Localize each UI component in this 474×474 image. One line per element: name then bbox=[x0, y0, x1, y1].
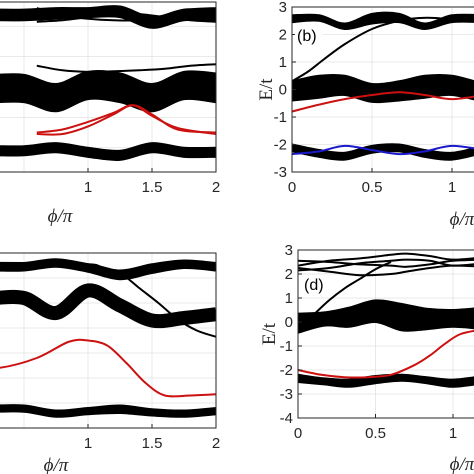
y-tick-label: -2 bbox=[280, 362, 293, 379]
edge-state-red-1 bbox=[0, 338, 216, 398]
x-tick-label: 2 bbox=[212, 435, 220, 452]
panel-label-bg bbox=[302, 275, 330, 295]
state-line-0 bbox=[292, 16, 474, 83]
edge-state-blue-2 bbox=[292, 144, 474, 156]
plot-area bbox=[0, 258, 216, 418]
y-axis-label: E/t bbox=[256, 78, 277, 101]
x-axis-label: ϕ/π bbox=[44, 455, 69, 474]
y-tick-label: 2 bbox=[285, 266, 293, 283]
state-line-0 bbox=[36, 7, 216, 22]
x-tick-label: 1 bbox=[84, 435, 92, 452]
plot-area bbox=[0, 5, 216, 161]
y-tick-label: -4 bbox=[280, 410, 293, 427]
x-tick-label: 0.5 bbox=[362, 179, 383, 196]
y-axis-label: E/t bbox=[259, 322, 280, 345]
x-tick-label: 0 bbox=[294, 425, 302, 442]
energy-band-0 bbox=[292, 11, 474, 31]
energy-band-0 bbox=[298, 299, 474, 334]
x-axis-label: ϕ/π bbox=[450, 454, 474, 474]
energy-band-1 bbox=[298, 373, 474, 388]
x-tick-label: 0.5 bbox=[365, 425, 386, 442]
x-tick-label: 1.5 bbox=[142, 179, 163, 196]
panel-label: (d) bbox=[304, 277, 324, 294]
panel-d: 0 0.5 1 -4 -3 -2 -1 0 1 2 3 ϕ/π E/t (d) bbox=[259, 242, 474, 474]
y-tick-label: -3 bbox=[274, 164, 287, 181]
state-line-2 bbox=[298, 258, 474, 268]
grid-lines bbox=[0, 252, 217, 429]
y-tick-label: 2 bbox=[279, 27, 287, 44]
panel-b: 0 0.5 1 -3 -2 -1 0 1 2 3 ϕ/π E/t (b) bbox=[256, 0, 474, 230]
x-tick-label: 1 bbox=[448, 179, 456, 196]
edge-state-red-1 bbox=[292, 91, 474, 113]
energy-band-1 bbox=[0, 69, 216, 113]
y-tick-label: 0 bbox=[285, 314, 293, 331]
x-tick-label: 2 bbox=[212, 179, 220, 196]
state-line-0 bbox=[0, 261, 216, 338]
energy-band-2 bbox=[292, 143, 474, 161]
x-axis-label: ϕ/π bbox=[48, 206, 73, 227]
y-tick-label: 3 bbox=[279, 0, 287, 16]
y-tick-label: -1 bbox=[274, 109, 287, 126]
x-tick-label: 1.5 bbox=[142, 435, 163, 452]
y-tick-label: 1 bbox=[285, 290, 293, 307]
edge-state-red-5 bbox=[298, 329, 474, 379]
axes-frame bbox=[0, 252, 217, 429]
state-line-2 bbox=[36, 63, 216, 73]
energy-band-2 bbox=[0, 404, 216, 418]
energy-band-2 bbox=[0, 142, 216, 161]
panel-label-bg bbox=[295, 26, 323, 46]
panel-label: (b) bbox=[297, 28, 317, 45]
y-tick-label: 1 bbox=[279, 54, 287, 71]
panel-a: 1 1.5 2 ϕ/π bbox=[0, 1, 220, 227]
energy-band-0 bbox=[0, 5, 216, 29]
edge-state-red-4 bbox=[36, 104, 216, 136]
x-tick-label: 1 bbox=[84, 179, 92, 196]
plot-area bbox=[298, 252, 474, 388]
y-tick-label: -3 bbox=[280, 386, 293, 403]
axes-frame bbox=[297, 249, 474, 419]
x-tick-label: 0 bbox=[288, 179, 296, 196]
x-axis-label: ϕ/π bbox=[450, 209, 474, 230]
y-tick-label: -2 bbox=[274, 137, 287, 154]
y-tick-label: 0 bbox=[279, 82, 287, 99]
plot-area bbox=[292, 11, 474, 161]
energy-band-1 bbox=[0, 283, 216, 329]
panel-c: 1 1.5 2 ϕ/π bbox=[0, 252, 220, 474]
y-tick-label: 3 bbox=[285, 242, 293, 259]
y-tick-label: -1 bbox=[280, 338, 293, 355]
state-line-3 bbox=[298, 264, 474, 277]
x-tick-label: 1 bbox=[449, 425, 457, 442]
state-line-4 bbox=[298, 261, 392, 330]
state-line-0 bbox=[298, 252, 474, 267]
state-line-1 bbox=[36, 12, 216, 23]
